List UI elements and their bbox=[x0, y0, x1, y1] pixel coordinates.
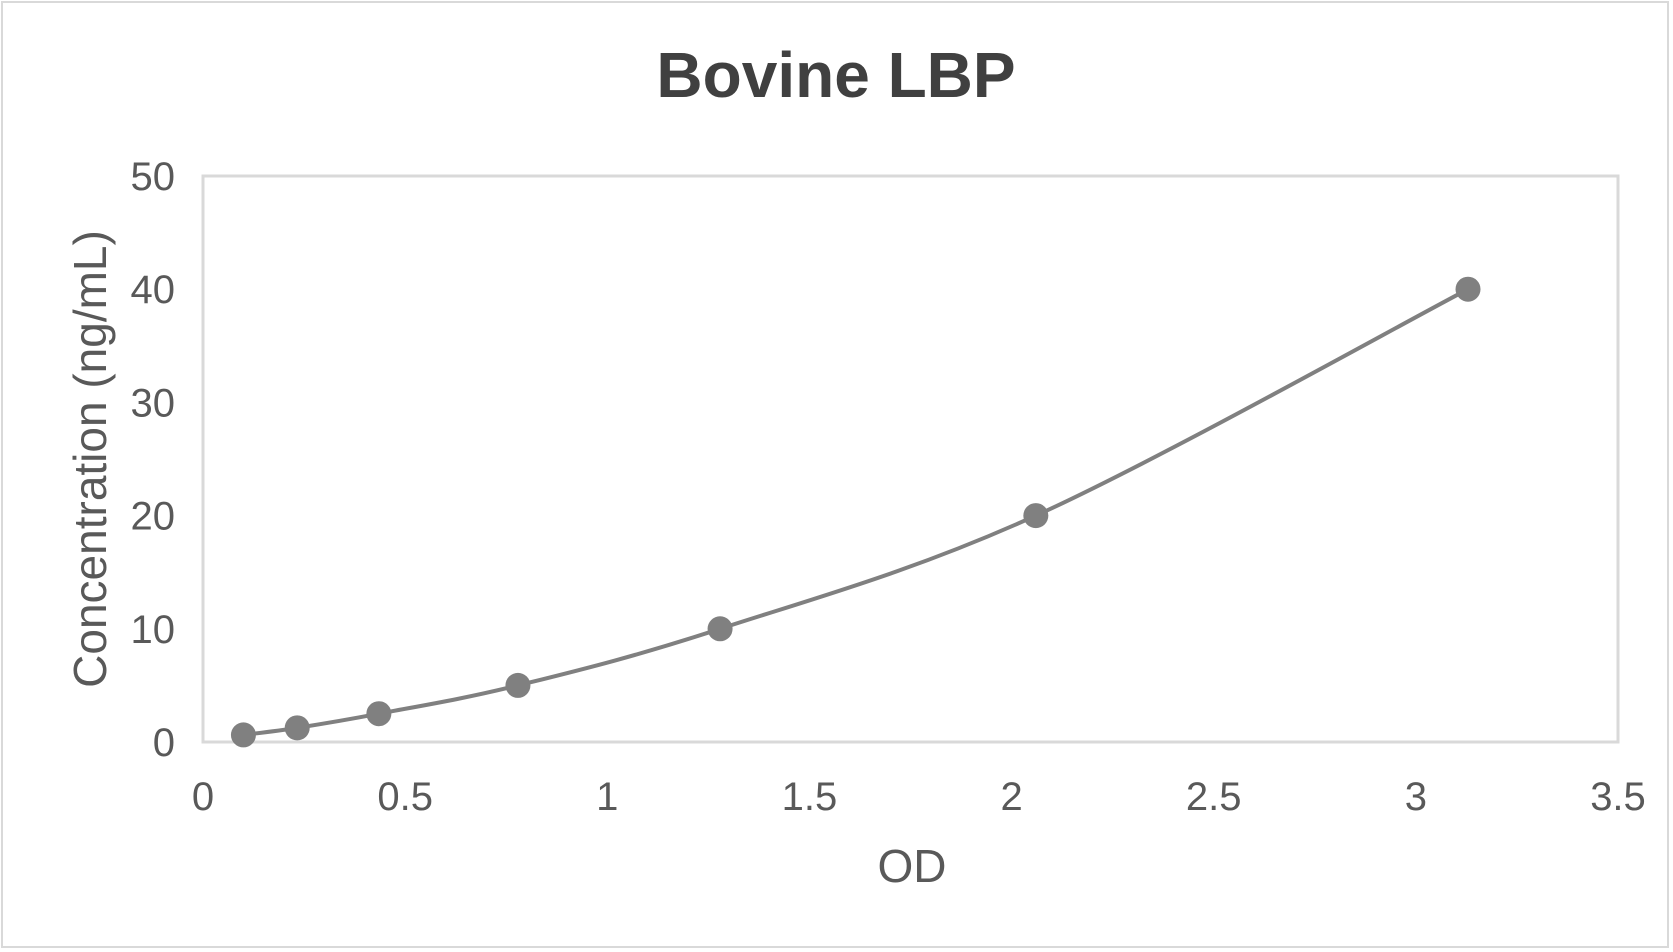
y-tick-label: 40 bbox=[131, 268, 176, 312]
y-tick-label: 30 bbox=[131, 381, 176, 425]
x-tick-label: 3 bbox=[1405, 775, 1427, 819]
series-markers bbox=[230, 276, 1481, 748]
x-tick-label: 2.5 bbox=[1186, 775, 1242, 819]
y-tick-label: 20 bbox=[131, 495, 176, 539]
data-point-marker bbox=[284, 715, 310, 741]
x-axis-ticks: 0 0.5 1 1.5 2 2.5 3 3.5 bbox=[192, 775, 1646, 819]
y-axis-ticks: 0 10 20 30 40 50 bbox=[131, 155, 176, 765]
x-axis-title: OD bbox=[878, 840, 947, 892]
y-tick-label: 10 bbox=[131, 608, 176, 652]
chart-title: Bovine LBP bbox=[656, 39, 1015, 111]
x-tick-label: 3.5 bbox=[1590, 775, 1646, 819]
data-point-marker bbox=[707, 616, 733, 642]
data-point-marker bbox=[1023, 503, 1049, 529]
x-tick-label: 0.5 bbox=[377, 775, 433, 819]
y-tick-label: 0 bbox=[153, 721, 175, 765]
series-line bbox=[243, 287, 1469, 737]
x-tick-label: 0 bbox=[192, 775, 214, 819]
data-point-marker bbox=[1455, 276, 1481, 302]
x-tick-label: 1 bbox=[596, 775, 618, 819]
y-tick-label: 50 bbox=[131, 155, 176, 199]
data-point-marker bbox=[366, 701, 392, 727]
y-axis-title: Concentration (ng/mL) bbox=[64, 230, 116, 688]
x-tick-label: 1.5 bbox=[782, 775, 838, 819]
x-tick-label: 2 bbox=[1000, 775, 1022, 819]
data-point-marker bbox=[505, 672, 531, 698]
plot-area bbox=[201, 174, 1620, 744]
data-point-marker bbox=[230, 722, 256, 748]
